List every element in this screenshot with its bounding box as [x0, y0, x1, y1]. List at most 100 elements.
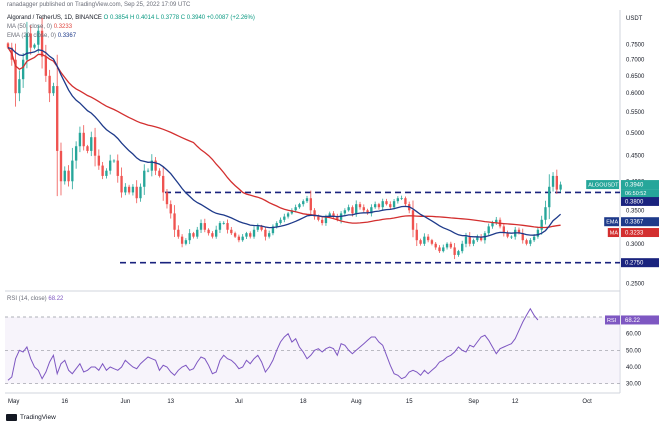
candle-body[interactable] — [324, 216, 328, 224]
candle-body[interactable] — [351, 207, 354, 214]
candle-body[interactable] — [56, 86, 59, 151]
candle-body[interactable] — [283, 216, 286, 220]
candle-body[interactable] — [464, 236, 468, 244]
candle-body[interactable] — [177, 229, 180, 237]
candle-body[interactable] — [97, 155, 101, 166]
candle-body[interactable] — [551, 175, 555, 187]
candle-body[interactable] — [279, 219, 282, 224]
candle-body[interactable] — [86, 146, 89, 151]
candle-body[interactable] — [302, 201, 305, 205]
candle-body[interactable] — [328, 213, 331, 217]
candle-body[interactable] — [14, 59, 17, 94]
candle-body[interactable] — [430, 240, 434, 244]
candle-body[interactable] — [146, 170, 150, 172]
candle-body[interactable] — [358, 204, 362, 208]
candle-body[interactable] — [158, 170, 161, 176]
candle-body[interactable] — [29, 33, 32, 48]
candle-body[interactable] — [40, 30, 44, 57]
candle-body[interactable] — [222, 223, 225, 224]
candle-body[interactable] — [411, 210, 415, 230]
candle-body[interactable] — [525, 240, 528, 244]
candle-body[interactable] — [59, 150, 63, 182]
candle-body[interactable] — [373, 204, 377, 208]
candle-body[interactable] — [385, 201, 388, 205]
rsi-line[interactable] — [7, 307, 539, 381]
candle-body[interactable] — [184, 240, 188, 244]
candle-body[interactable] — [381, 201, 384, 208]
candle-body[interactable] — [313, 210, 316, 217]
candle-body[interactable] — [449, 243, 453, 248]
moving-average-lines[interactable] — [7, 46, 562, 238]
price-label-box[interactable] — [621, 180, 659, 190]
candle-body[interactable] — [226, 223, 229, 230]
candle-body[interactable] — [230, 229, 233, 234]
candle-body[interactable] — [52, 86, 55, 94]
candle-body[interactable] — [196, 229, 199, 237]
candle-body[interactable] — [294, 207, 297, 211]
candle-body[interactable] — [442, 247, 445, 252]
candle-body[interactable] — [415, 229, 418, 241]
candle-body[interactable] — [445, 243, 449, 248]
candle-body[interactable] — [252, 229, 256, 237]
candle-body[interactable] — [453, 247, 456, 255]
candle-body[interactable] — [150, 160, 154, 171]
candle-body[interactable] — [517, 229, 521, 234]
candle-body[interactable] — [392, 201, 396, 208]
candle-body[interactable] — [188, 233, 191, 241]
candle-body[interactable] — [370, 207, 373, 214]
candle-body[interactable] — [101, 165, 104, 176]
candle-body[interactable] — [468, 236, 471, 244]
candle-body[interactable] — [529, 240, 532, 244]
candle-body[interactable] — [404, 198, 407, 205]
candle-body[interactable] — [472, 240, 475, 244]
candle-body[interactable] — [131, 186, 135, 193]
candle-body[interactable] — [6, 43, 10, 48]
ma-50-line[interactable] — [7, 47, 561, 229]
candle-body[interactable] — [298, 204, 301, 208]
candle-body[interactable] — [256, 226, 259, 230]
candle-body[interactable] — [540, 219, 543, 230]
candle-body[interactable] — [173, 213, 176, 230]
tradingview-logo[interactable]: TradingView — [6, 412, 56, 423]
candle-body[interactable] — [143, 170, 146, 187]
price-label-box[interactable] — [621, 196, 659, 206]
candle-body[interactable] — [457, 251, 460, 255]
price-label-tag[interactable] — [586, 180, 619, 190]
candle-body[interactable] — [506, 233, 509, 237]
candle-body[interactable] — [309, 198, 312, 211]
candle-body[interactable] — [389, 204, 392, 208]
candle-body[interactable] — [267, 233, 271, 237]
candle-body[interactable] — [63, 170, 66, 182]
candle-body[interactable] — [347, 207, 350, 211]
candle-body[interactable] — [25, 33, 29, 60]
candle-body[interactable] — [192, 233, 195, 237]
candle-body[interactable] — [82, 132, 85, 147]
candle-body[interactable] — [112, 160, 116, 162]
candle-body[interactable] — [71, 160, 74, 182]
candle-body[interactable] — [233, 233, 237, 237]
candle-body[interactable] — [317, 216, 320, 220]
candle-body[interactable] — [320, 219, 324, 224]
price-label-tag[interactable] — [604, 217, 619, 227]
candle-body[interactable] — [479, 236, 483, 241]
candle-body[interactable] — [400, 198, 403, 200]
candle-body[interactable] — [332, 213, 335, 217]
candle-body[interactable] — [536, 229, 540, 237]
candle-body[interactable] — [90, 137, 93, 151]
time-axis[interactable]: May 16 Jun 13 Jul 18 Aug 15 Sep 12 Oct — [8, 399, 592, 405]
candle-body[interactable] — [495, 219, 498, 224]
rsi-legend[interactable]: RSI (14, close) 68.22 — [7, 296, 63, 303]
candle-body[interactable] — [162, 175, 165, 193]
candle-body[interactable] — [476, 236, 479, 241]
candle-body[interactable] — [169, 204, 172, 214]
candle-body[interactable] — [199, 223, 203, 230]
candle-body[interactable] — [271, 226, 275, 234]
candle-body[interactable] — [544, 207, 547, 220]
candle-body[interactable] — [343, 210, 347, 214]
candle-body[interactable] — [241, 236, 244, 241]
candle-body[interactable] — [487, 226, 490, 234]
price-label-tag[interactable] — [607, 228, 619, 238]
candle-body[interactable] — [67, 170, 70, 182]
candle-body[interactable] — [275, 223, 278, 227]
